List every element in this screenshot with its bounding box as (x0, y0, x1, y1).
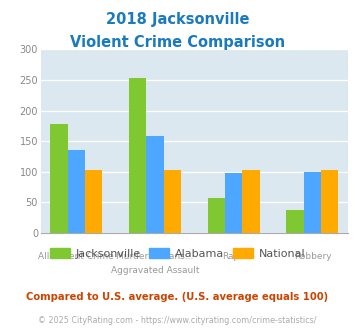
Bar (208, 198, 225, 233)
Bar (286, 210, 304, 233)
Bar (50, 124, 67, 233)
Bar (164, 170, 181, 233)
Text: Aggravated Assault: Aggravated Assault (111, 266, 199, 275)
Bar (304, 172, 321, 233)
Text: 2018 Jacksonville: 2018 Jacksonville (106, 12, 249, 26)
Text: Murder & Mans...: Murder & Mans... (116, 252, 194, 261)
Bar (225, 174, 242, 233)
Text: All Violent Crime: All Violent Crime (38, 252, 114, 261)
Legend: Jacksonville, Alabama, National: Jacksonville, Alabama, National (45, 244, 310, 263)
Bar (321, 170, 338, 233)
Bar (242, 170, 260, 233)
Text: Rape: Rape (222, 252, 245, 261)
Text: Robbery: Robbery (294, 252, 331, 261)
Text: Violent Crime Comparison: Violent Crime Comparison (70, 35, 285, 50)
Bar (129, 78, 146, 233)
Bar (67, 150, 85, 233)
Bar (146, 136, 164, 233)
Bar (85, 170, 102, 233)
Text: © 2025 CityRating.com - https://www.cityrating.com/crime-statistics/: © 2025 CityRating.com - https://www.city… (38, 316, 317, 325)
Text: Compared to U.S. average. (U.S. average equals 100): Compared to U.S. average. (U.S. average … (26, 292, 329, 302)
